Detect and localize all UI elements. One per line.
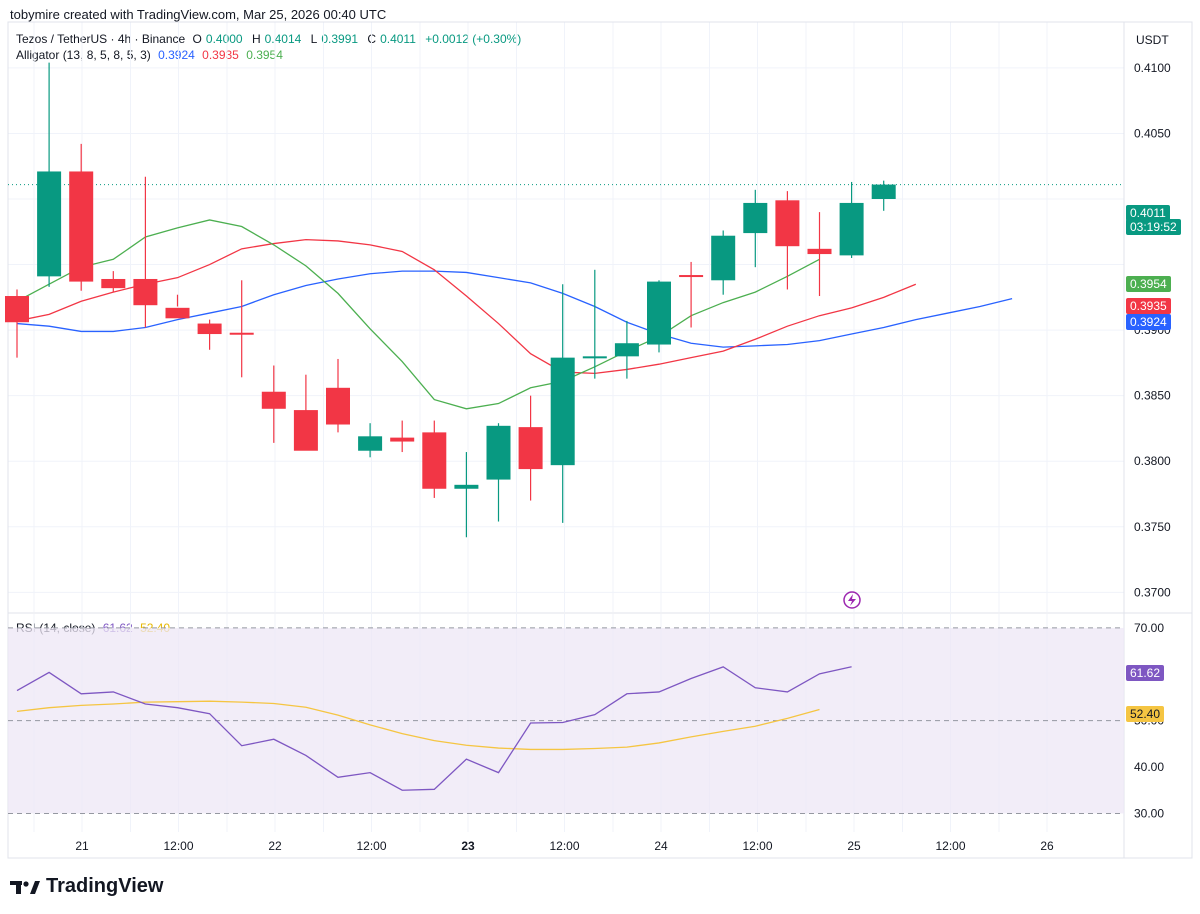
- rsi-tick-label: 40.00: [1134, 760, 1164, 774]
- alligator-legend: Alligator (13, 8, 5, 8, 5, 3) 0.3924 0.3…: [16, 48, 287, 62]
- candle-up: [582, 356, 607, 359]
- candle-down: [293, 410, 318, 451]
- close-value: 0.4011: [380, 32, 416, 46]
- jaw-tag: 0.3924: [1126, 314, 1171, 330]
- time-tick-label: 22: [268, 839, 282, 853]
- chart-frame: [7, 21, 1193, 859]
- price-tick-label: 0.3850: [1134, 389, 1171, 403]
- rsi-ma-tag: 52.40: [1126, 706, 1165, 722]
- candle-up: [358, 436, 383, 451]
- time-tick-label: 25: [847, 839, 861, 853]
- candle-up: [839, 202, 864, 256]
- candle-down: [197, 323, 222, 335]
- tradingview-logo-icon: [10, 880, 40, 894]
- time-tick-label: 12:00: [163, 839, 193, 853]
- time-tick-label: 12:00: [742, 839, 772, 853]
- candle-up: [614, 343, 639, 357]
- event-lightning-icon: [843, 591, 861, 609]
- rsi-tick-label: 30.00: [1134, 806, 1164, 820]
- candle-down: [165, 307, 190, 319]
- teeth-tag: 0.3935: [1126, 298, 1171, 314]
- lightning-glyph: [848, 594, 856, 606]
- candle-up: [454, 484, 479, 489]
- low-value: 0.3991: [321, 32, 359, 46]
- candle-down: [69, 171, 94, 282]
- candle-down: [5, 296, 29, 323]
- candle-down: [807, 248, 832, 255]
- time-tick-label: 12:00: [356, 839, 386, 853]
- candle-up: [37, 171, 62, 277]
- candle-up: [743, 202, 768, 234]
- alligator-lips-value: 0.3954: [246, 48, 283, 62]
- rsi-line: [16, 666, 852, 791]
- rsi-ma-line: [16, 700, 820, 751]
- candle-down: [390, 437, 415, 442]
- rsi-tick-label: 70.00: [1134, 621, 1164, 635]
- chart-credit: tobymire created with TradingView.com, M…: [10, 7, 387, 22]
- alligator-teeth-value: 0.3935: [202, 48, 239, 62]
- candle-up: [647, 281, 671, 345]
- lips-tag: 0.3954: [1126, 276, 1171, 292]
- candle-down: [133, 278, 158, 306]
- candle-down: [101, 278, 126, 289]
- high-label: H: [251, 32, 261, 46]
- candle-up: [486, 425, 511, 480]
- candle-down: [518, 427, 543, 470]
- alligator-jaw-value: 0.3924: [158, 48, 195, 62]
- price-tick-label: 0.4050: [1134, 126, 1171, 140]
- countdown-tag: 03:19:52: [1126, 219, 1181, 235]
- last-price-tag: 0.4011: [1126, 205, 1170, 221]
- candle-down: [775, 200, 800, 247]
- time-tick-label: 21: [75, 839, 89, 853]
- price-tick-label: 0.4100: [1134, 61, 1171, 75]
- brand-name: TradingView: [46, 875, 164, 897]
- time-tick-label: 24: [654, 839, 668, 853]
- candle-down: [261, 391, 286, 409]
- candle-up: [550, 357, 575, 466]
- price-tick-label: 0.3750: [1134, 520, 1171, 534]
- symbol-name: Tezos / TetherUS · 4h · Binance: [16, 32, 186, 46]
- open-label: O: [192, 32, 202, 46]
- alligator-teeth-line: [16, 238, 917, 375]
- candle-down: [229, 332, 254, 335]
- candle-down: [422, 432, 447, 489]
- rsi-tag: 61.62: [1126, 665, 1165, 681]
- price-tick-label: 0.3700: [1134, 585, 1171, 599]
- currency-label[interactable]: USDT: [1136, 33, 1169, 47]
- time-tick-label: 12:00: [549, 839, 579, 853]
- change-value: +0.0012 (+0.30%): [425, 32, 522, 46]
- symbol-legend: Tezos / TetherUS · 4h · Binance O 0.4000 …: [16, 32, 525, 46]
- tradingview-logo[interactable]: TradingView: [10, 875, 163, 898]
- price-tick-label: 0.3800: [1134, 454, 1171, 468]
- candle-down: [679, 275, 704, 278]
- candle-up: [871, 184, 896, 199]
- alligator-lips-line: [16, 219, 820, 410]
- time-tick-label: 23: [461, 839, 475, 853]
- low-label: L: [310, 32, 318, 46]
- open-value: 0.4000: [205, 32, 243, 46]
- alligator-jaw-line: [16, 270, 1013, 348]
- candle-up: [711, 235, 736, 281]
- candles: [5, 62, 896, 538]
- time-tick-label: 12:00: [935, 839, 965, 853]
- high-value: 0.4014: [264, 32, 302, 46]
- alligator-label: Alligator (13, 8, 5, 8, 5, 3): [16, 48, 151, 62]
- candle-down: [326, 387, 350, 425]
- time-tick-label: 26: [1040, 839, 1054, 853]
